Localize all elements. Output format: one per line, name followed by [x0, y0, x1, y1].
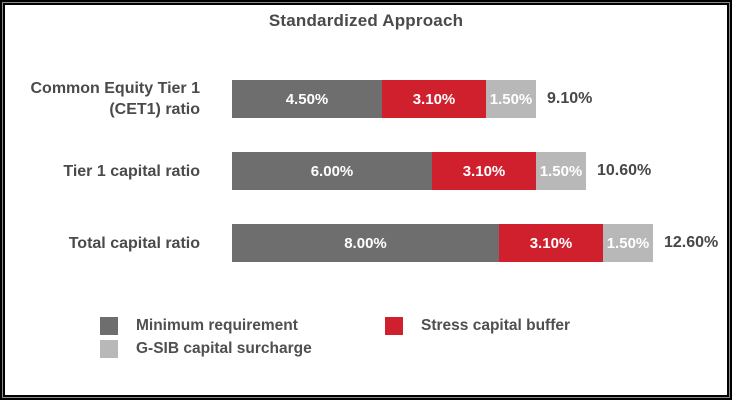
legend-item-g-sib-capital-surcharge: G-SIB capital surcharge: [100, 337, 385, 360]
segment-value-label: 3.10%: [462, 162, 506, 180]
segment-value-label: 8.00%: [344, 234, 387, 252]
bar-segment-minimum-requirement: 8.00%: [232, 224, 499, 262]
stacked-bar: 8.00% 3.10% 1.50%: [232, 224, 653, 262]
segment-value-label: 3.10%: [412, 90, 456, 108]
segment-value-label: 1.50%: [539, 162, 583, 180]
bar-row-tier-1-capital-ratio: Tier 1 capital ratio 6.00% 3.10% 1.50% 10.60…: [2, 152, 651, 190]
bar-segment-stress-capital-buffer: 3.10%: [499, 224, 603, 262]
total-value-label: 12.60%: [664, 234, 719, 251]
chart-title: Standardized Approach: [268, 11, 464, 30]
segment-value-label: 6.00%: [310, 162, 354, 180]
bar-segment-stress-capital-buffer: 3.10%: [382, 80, 486, 118]
legend-item-minimum-requirement: Minimum requirement: [100, 314, 385, 337]
legend-label: Minimum requirement: [136, 316, 298, 334]
stacked-bar: 6.00% 3.10% 1.50%: [232, 152, 586, 190]
bar-row-common-equity-tier-1: Common Equity Tier 1 (CET1) ratio 4.50% 3.…: [2, 80, 592, 118]
legend-item-stress-capital-buffer: Stress capital buffer: [385, 314, 570, 337]
segment-value-label: 4.50%: [285, 90, 329, 108]
legend-label: Stress capital buffer: [421, 316, 571, 334]
bar-segment-g-sib-capital-surcharge: 1.50%: [603, 224, 653, 262]
segment-value-label: 3.10%: [529, 234, 573, 252]
bar-segment-stress-capital-buffer: 3.10%: [432, 152, 536, 190]
legend-swatch-minimum-requirement: [100, 316, 118, 335]
segment-value-label: 1.50%: [489, 90, 533, 108]
legend-swatch-g-sib-capital-surcharge: [100, 339, 118, 358]
category-label: Tier 1 capital ratio: [63, 162, 200, 180]
category-label: Total capital ratio: [68, 234, 200, 252]
bar-segment-minimum-requirement: 6.00%: [232, 152, 432, 190]
total-value-label: 9.10%: [547, 90, 593, 107]
total-value-label: 10.60%: [597, 162, 652, 179]
bar-segment-g-sib-capital-surcharge: 1.50%: [486, 80, 536, 118]
stacked-bar: 4.50% 3.10% 1.50%: [232, 80, 536, 118]
legend-label: G-SIB capital surcharge: [136, 339, 312, 357]
category-label: Common Equity Tier 1 (CET1) ratio: [30, 80, 200, 118]
bar-segment-minimum-requirement: 4.50%: [232, 80, 382, 118]
segment-value-label: 1.50%: [606, 234, 650, 252]
bar-row-total-capital-ratio: Total capital ratio 8.00% 3.10% 1.50% 12.60%: [2, 224, 718, 262]
legend: Minimum requirement Stress capital buffer…: [100, 314, 570, 360]
legend-swatch-stress-capital-buffer: [385, 316, 403, 335]
bar-segment-g-sib-capital-surcharge: 1.50%: [536, 152, 586, 190]
